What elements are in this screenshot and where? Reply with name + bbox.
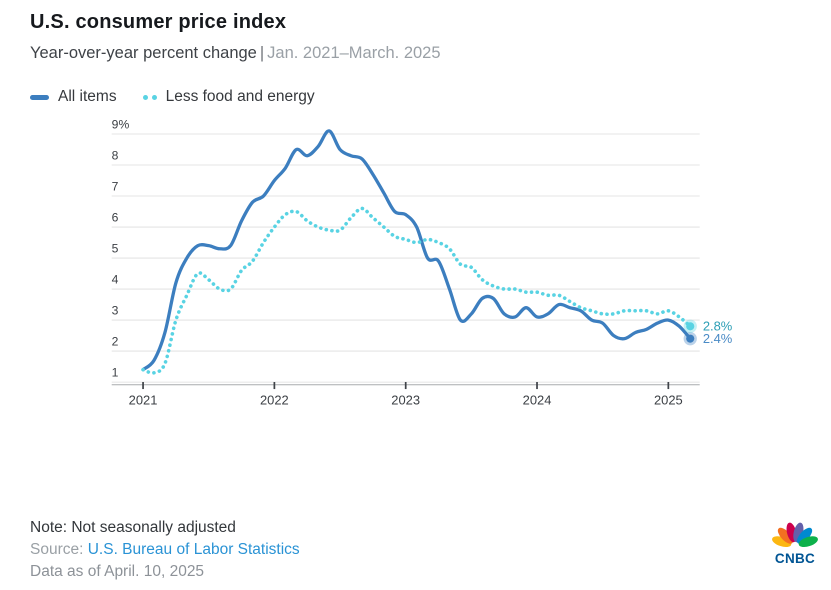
chart-note: Note: Not seasonally adjusted <box>30 519 236 536</box>
y-axis-tick-label: 5 <box>112 242 119 256</box>
series-line-less-food-and-energy <box>141 206 693 375</box>
y-axis-tick-label: 3 <box>112 304 119 318</box>
chart-legend: All items Less food and energy <box>30 88 315 106</box>
legend-item-all-items: All items <box>30 88 117 106</box>
end-value-label: 2.4% <box>703 331 733 346</box>
source-line: Source: U.S. Bureau of Labor Statistics <box>30 541 300 559</box>
legend-label-all-items: All items <box>58 88 117 105</box>
x-axis-tick-label: 2022 <box>260 392 289 407</box>
source-label: Source: <box>30 541 84 558</box>
x-axis-tick-label: 2021 <box>129 392 158 407</box>
dotted-line-swatch-icon <box>142 94 157 100</box>
x-axis-tick-label: 2023 <box>391 392 420 407</box>
cpi-line-chart: 9% 8 7 6 5 4 3 2 1 2021 2022 2023 2024 2025 2.4%2.8% <box>112 118 733 408</box>
legend-label-less-food-energy: Less food and energy <box>165 88 315 105</box>
x-axis-tick-label: 2025 <box>654 392 683 407</box>
data-as-of: Data as of April. 10, 2025 <box>30 563 205 580</box>
y-axis-tick-label: 7 <box>112 180 119 194</box>
source-link[interactable]: U.S. Bureau of Labor Statistics <box>87 541 300 558</box>
y-axis-tick-label: 9% <box>112 118 130 132</box>
y-axis-tick-label: 8 <box>112 149 119 163</box>
legend-item-less-food-energy: Less food and energy <box>142 88 315 106</box>
subtitle-divider: | <box>259 44 265 62</box>
series-line-all-items <box>141 129 692 372</box>
end-marker-dot <box>686 322 695 331</box>
y-axis-tick-label: 2 <box>112 335 119 349</box>
chart-subtitle: Year-over-year percent change | Jan. 2021–… <box>30 44 441 63</box>
end-marker-dot <box>686 334 695 343</box>
end-value-label: 2.8% <box>703 319 733 334</box>
solid-line-swatch-icon <box>30 94 49 100</box>
subtitle-period: Jan. 2021–March. 2025 <box>267 44 441 62</box>
subtitle-main: Year-over-year percent change <box>30 44 257 62</box>
y-axis-tick-label: 6 <box>112 211 119 225</box>
y-axis-tick-label: 4 <box>112 273 119 287</box>
y-axis-tick-label: 1 <box>112 366 119 380</box>
page-title: U.S. consumer price index <box>30 11 287 33</box>
cnbc-wordmark: CNBC <box>775 551 815 566</box>
peacock-icon <box>772 522 818 548</box>
x-axis-tick-label: 2024 <box>523 392 552 407</box>
cnbc-logo: CNBC <box>772 522 818 566</box>
